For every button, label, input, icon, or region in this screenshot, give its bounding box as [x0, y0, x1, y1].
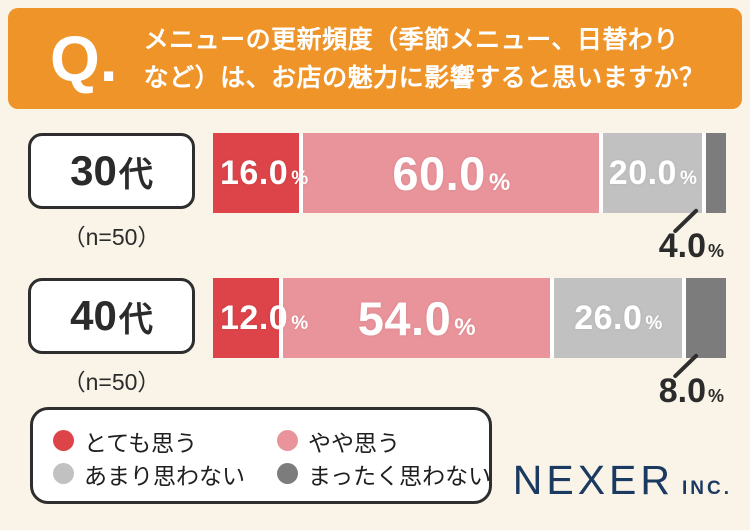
sample-size-label: （n=50） [62, 224, 161, 250]
percent-sign: % [291, 167, 309, 189]
segment-value-number: 54.0 [357, 291, 452, 345]
legend-item-totemo-omou: とても思う [53, 424, 277, 458]
segment-value-label: 20.0% [609, 154, 697, 193]
bar-segment-totemo-omou: 16.0% [213, 133, 308, 213]
segment-value-number: 60.0 [392, 146, 486, 200]
legend-item-mattaku-omowanai: まったく思わない [277, 457, 491, 491]
q-mark: Q. [50, 22, 118, 95]
stacked-bar: 12.0% 54.0% 26.0% [213, 278, 726, 358]
bar-segment-mattaku-omowanai [706, 133, 727, 213]
segment-value-label: 12.0% [220, 299, 308, 338]
bar-area: 16.0% 60.0% 20.0% 4.0% [213, 133, 727, 265]
question-header: Q. メニューの更新頻度（季節メニュー、日替わり など）は、お店の魅力に影響する… [8, 8, 742, 109]
nexer-logo: NEXER INC. [513, 457, 732, 504]
stacked-bar: 16.0% 60.0% 20.0% [213, 133, 727, 213]
legend-label: とても思う [84, 429, 198, 456]
segment-value-number: 26.0 [574, 298, 643, 337]
legend-label: まったく思わない [308, 462, 492, 489]
percent-sign: % [291, 312, 309, 334]
question-title: メニューの更新頻度（季節メニュー、日替わり など）は、お店の魅力に影響すると思い… [144, 21, 705, 97]
segment-value-label: 26.0% [574, 299, 662, 338]
bar-segment-totemo-omou: 12.0% [213, 278, 308, 358]
legend-box: とても思う やや思うあまり思わない まったく思わない [30, 407, 492, 504]
chart-row: 40 代（n=50） 12.0% 54.0% 26.0% 8.0% [0, 278, 750, 423]
percent-sign: % [488, 168, 511, 196]
group-suffix: 代 [118, 300, 153, 339]
segment-value-number: 12.0 [220, 298, 289, 337]
legend-label: やや思う [308, 429, 400, 456]
percent-sign: % [707, 241, 724, 261]
question-title-line2: など）は、お店の魅力に影響すると思いますか？ [143, 63, 705, 92]
group-label-area: 30 代 （n=50） [28, 133, 195, 252]
chart-row: 30 代（n=50） 16.0% 60.0% 20.0% 4.0% [0, 133, 750, 278]
chart-rows: 30 代（n=50） 16.0% 60.0% 20.0% 4.0% 40 代（n=50） 12.… [0, 133, 750, 423]
outside-value-label: 8.0% [659, 372, 724, 411]
bar-area: 12.0% 54.0% 26.0% 8.0% [213, 278, 726, 410]
segment-value-label: 54.0% [358, 291, 476, 346]
percent-sign: % [679, 167, 697, 189]
segment-value-label: 16.0% [220, 154, 308, 193]
outside-value-number: 4.0 [658, 227, 706, 265]
legend-dot-icon [277, 463, 298, 484]
legend-dot-icon [53, 430, 74, 451]
bar-segment-amari-omowanai: 26.0% [554, 278, 683, 358]
percent-sign: % [454, 313, 476, 341]
legend-dot-icon [277, 430, 298, 451]
group-label-box: 40 代 [28, 278, 195, 354]
segment-value-number: 16.0 [220, 153, 289, 192]
group-label-box: 30 代 [28, 133, 195, 209]
percent-sign: % [707, 386, 724, 406]
segment-value-label: 60.0% [392, 146, 510, 201]
group-label-area: 40 代 （n=50） [28, 278, 195, 397]
sample-size-label: （n=50） [62, 369, 161, 395]
logo-suffix: INC. [682, 478, 732, 499]
group-number: 30 [70, 147, 117, 194]
bar-segment-yaya-omou: 54.0% [283, 278, 551, 358]
group-number: 40 [70, 292, 117, 339]
group-suffix: 代 [118, 155, 153, 194]
outside-value-label: 4.0% [659, 227, 724, 266]
bar-segment-yaya-omou: 60.0% [303, 133, 600, 213]
legend-item-amari-omowanai: あまり思わない [53, 457, 277, 491]
legend-dot-icon [53, 463, 74, 484]
legend-item-yaya-omou: やや思う [277, 424, 491, 458]
logo-text: NEXER [512, 457, 674, 503]
bar-segment-amari-omowanai: 20.0% [603, 133, 703, 213]
segment-value-number: 20.0 [608, 153, 677, 192]
legend-label: あまり思わない [84, 462, 245, 489]
question-title-line1: メニューの更新頻度（季節メニュー、日替わり [143, 25, 679, 54]
outside-value-number: 8.0 [658, 372, 706, 410]
bar-segment-mattaku-omowanai [686, 278, 726, 358]
percent-sign: % [645, 312, 663, 334]
